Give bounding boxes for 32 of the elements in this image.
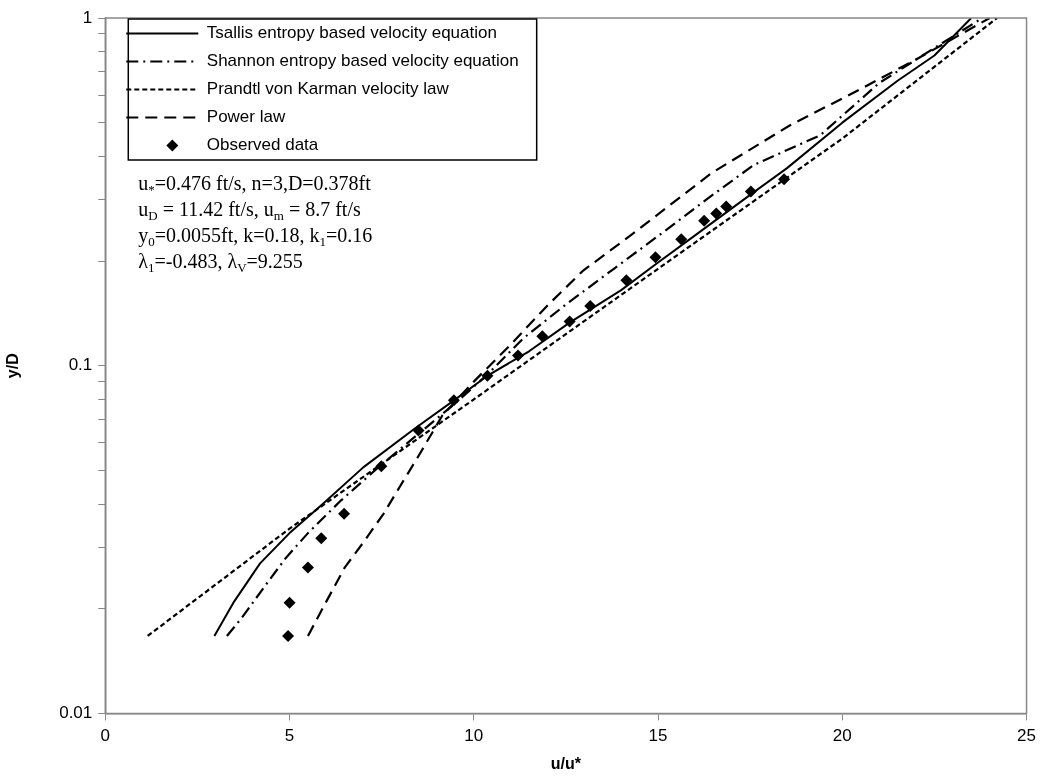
- y-axis-title: y/D: [4, 353, 22, 379]
- y-tick-label: 0.1: [68, 355, 93, 375]
- legend-label: Prandtl von Karman velocity law: [206, 79, 450, 99]
- annotation: u$_{D}$ = 11.42 ft/s, u$_{m}$ = 8.7 ft/s: [138, 197, 362, 223]
- y-tick-label: 1: [82, 7, 93, 27]
- point: [338, 507, 351, 520]
- x-tick-label: 10: [464, 726, 484, 746]
- point: [283, 596, 296, 609]
- annotation: u$_{*}$=0.476 ft/s, n=3,D=0.378ft: [138, 171, 372, 197]
- legend-label: Observed data: [206, 135, 319, 155]
- point: [301, 561, 314, 574]
- legend-label: Tsallis entropy based velocity equation: [206, 23, 497, 43]
- point: [620, 274, 633, 287]
- x-tick-label: 0: [100, 726, 111, 746]
- point: [698, 214, 711, 227]
- point: [720, 200, 733, 213]
- point: [649, 251, 662, 264]
- point: [282, 629, 295, 642]
- x-axis-title: u/u*: [550, 754, 582, 772]
- x-tick-label: 20: [832, 726, 852, 746]
- point: [710, 207, 723, 220]
- annotation: y$_{0}$=0.0055ft, k=0.18, k$_{1}$=0.16: [138, 223, 373, 249]
- x-tick-label: 5: [284, 726, 295, 746]
- point: [315, 532, 328, 545]
- x-tick-label: 25: [1017, 726, 1037, 746]
- point: [675, 233, 688, 246]
- legend-label: Shannon entropy based velocity equation: [206, 51, 519, 71]
- legend-label: Power law: [206, 107, 286, 127]
- point: [536, 330, 549, 343]
- y-tick-label: 0.01: [59, 703, 93, 723]
- x-tick-label: 15: [648, 726, 668, 746]
- annotation: λ$_{1}$=-0.483, λ$_{V}$=9.255: [138, 249, 304, 275]
